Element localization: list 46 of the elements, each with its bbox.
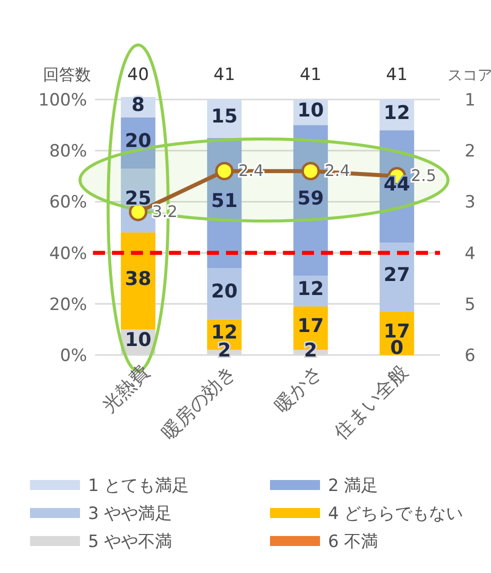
text: 41 — [300, 65, 322, 85]
y-tick-label: 40% — [49, 244, 87, 264]
y-tick-label: 60% — [49, 192, 87, 213]
y-tick-label: 0% — [60, 346, 87, 366]
y2-tick-label: 2 — [464, 142, 476, 162]
x-tick-label: 住まい全般 — [329, 361, 413, 445]
y2-tick-label: 4 — [464, 244, 476, 264]
data-label: 2.4 — [238, 161, 264, 180]
data-label: 51 — [211, 190, 238, 212]
y-tick-label: 80% — [49, 142, 87, 162]
y2-tick-label: 6 — [464, 346, 476, 366]
x-tick-label: 暖房の効き — [157, 361, 240, 444]
data-label: 10 — [297, 99, 324, 122]
data-label: 15 — [211, 106, 238, 128]
text: 40 — [127, 65, 149, 85]
y2-tick-label: 1 — [464, 90, 476, 111]
text: 41 — [386, 65, 408, 85]
point — [215, 162, 234, 180]
x-tick-label: 光熱費 — [98, 361, 154, 418]
legend-label: 6 不満 — [328, 532, 378, 552]
legend-label: 2 満足 — [328, 476, 378, 496]
data-label: 20 — [124, 130, 152, 152]
y2-tick-label: 5 — [464, 294, 476, 315]
legend-label: 3 やや満足 — [88, 504, 172, 524]
y2-tick-label: 3 — [464, 192, 476, 213]
y-tick-label: 20% — [49, 294, 87, 315]
data-label: 10 — [124, 329, 152, 352]
text: 回答数 — [43, 65, 91, 84]
legend-label: 5 やや不満 — [88, 532, 172, 552]
data-label: 8 — [132, 94, 145, 116]
data-label: 27 — [384, 264, 410, 286]
data-label: 38 — [124, 268, 152, 290]
text: 41 — [214, 65, 236, 85]
point — [301, 162, 320, 180]
data-label: 12 — [297, 278, 324, 300]
y-tick-label: 100% — [38, 90, 87, 111]
legend-label: 1 とても満足 — [88, 476, 190, 496]
data-label: 20 — [211, 280, 238, 303]
x-tick-label: 暖かさ — [270, 361, 326, 418]
data-label: 17 — [297, 315, 324, 338]
data-label: 12 — [384, 102, 410, 124]
data-label: 2.4 — [324, 161, 350, 180]
legend-label: 4 どちらでもない — [328, 504, 464, 524]
data-label: 25 — [124, 187, 152, 210]
y2-axis-title: スコア — [448, 66, 491, 84]
data-label: 59 — [297, 187, 324, 210]
